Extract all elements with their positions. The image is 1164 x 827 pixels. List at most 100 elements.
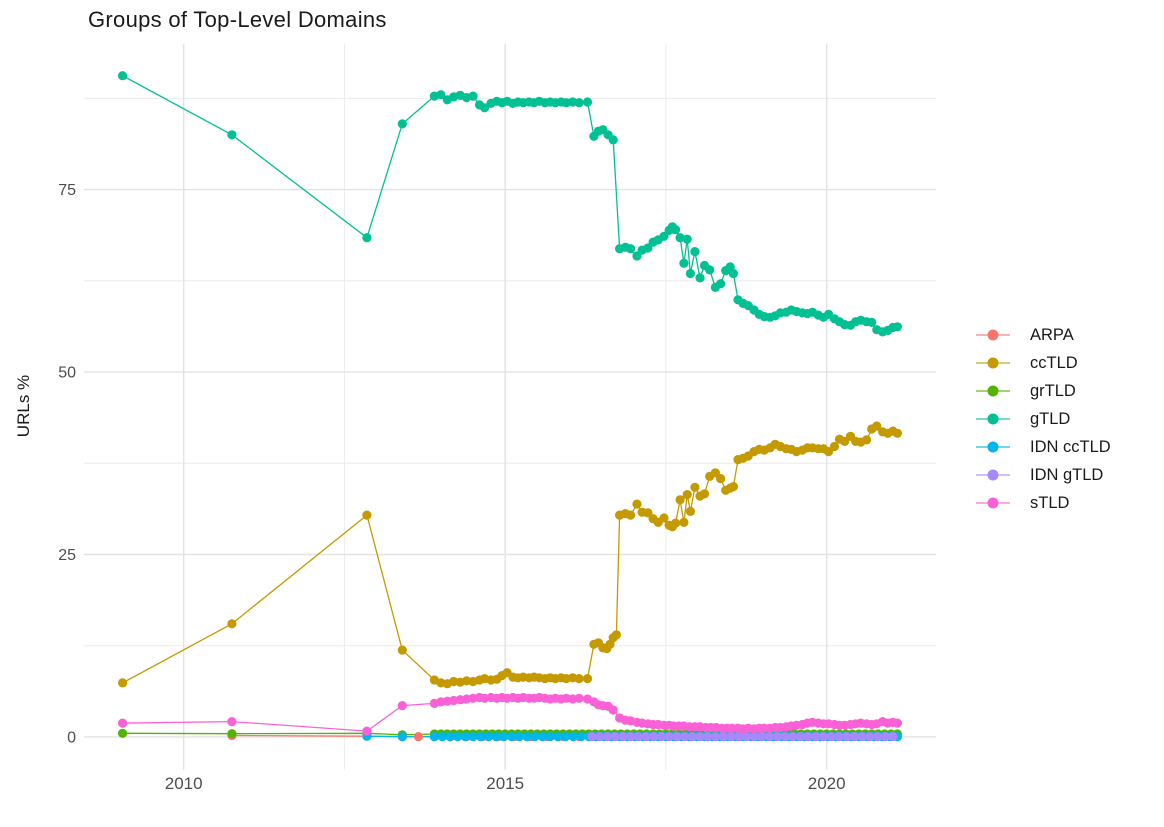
data-point <box>687 732 697 742</box>
data-point <box>468 732 478 742</box>
data-point <box>413 732 423 742</box>
series-lines <box>122 75 898 738</box>
data-point <box>626 732 636 742</box>
legend-item-sTLD: sTLD <box>976 489 1069 517</box>
legend-item-gTLD: gTLD <box>976 405 1070 433</box>
data-point <box>795 732 805 742</box>
data-point <box>227 729 237 739</box>
legend-key-point <box>987 385 999 397</box>
y-tick-label: 25 <box>58 547 76 564</box>
legend-label: sTLD <box>1030 493 1070 512</box>
data-point <box>608 135 618 145</box>
data-point <box>826 732 836 742</box>
legend-key-point <box>987 413 999 425</box>
data-point <box>632 499 642 509</box>
data-point <box>772 732 782 742</box>
y-tick-label: 50 <box>58 365 76 382</box>
data-point <box>703 732 713 742</box>
data-point <box>780 732 790 742</box>
data-point <box>888 732 898 742</box>
legend-label: ARPA <box>1030 325 1074 344</box>
data-point <box>862 435 872 445</box>
data-point <box>553 732 563 742</box>
data-point <box>626 510 636 520</box>
data-point <box>664 732 674 742</box>
data-point <box>679 517 689 528</box>
data-point <box>483 732 494 742</box>
data-point <box>429 732 439 742</box>
legend-key-IDN-gTLD-icon <box>976 469 1010 481</box>
series-points-ccTLD <box>118 421 903 689</box>
data-point <box>476 732 486 742</box>
legend-key-point <box>987 329 999 341</box>
data-point <box>561 732 571 742</box>
data-point <box>788 732 798 742</box>
data-point <box>892 718 903 728</box>
x-tick-label: 2020 <box>808 774 846 793</box>
data-point <box>574 693 584 703</box>
series-points <box>118 71 903 742</box>
data-point <box>675 495 685 505</box>
data-point <box>764 732 775 742</box>
data-point <box>741 732 751 742</box>
legend-item-ccTLD: ccTLD <box>976 349 1078 377</box>
data-point <box>705 265 715 275</box>
data-point <box>118 71 128 81</box>
data-point <box>582 674 593 684</box>
data-point <box>118 678 128 688</box>
data-point <box>685 268 696 279</box>
legend-key-gTLD-icon <box>976 413 1010 425</box>
x-tick-label: 2015 <box>486 774 524 793</box>
data-point <box>574 98 584 108</box>
data-point <box>626 244 636 254</box>
data-point <box>397 645 407 655</box>
data-point <box>682 490 692 500</box>
data-point <box>530 732 540 742</box>
data-point <box>480 103 490 113</box>
data-point <box>568 732 578 742</box>
data-point <box>849 732 859 742</box>
series-line-gTLD <box>122 75 898 333</box>
data-point <box>227 619 237 629</box>
data-point <box>611 630 622 640</box>
legend-key-ARPA-icon <box>976 329 1010 341</box>
data-point <box>718 732 728 742</box>
y-tick-label: 0 <box>67 729 76 746</box>
data-point <box>643 243 653 253</box>
data-point <box>682 234 692 244</box>
data-point <box>445 732 455 742</box>
data-point <box>522 732 532 742</box>
data-point <box>362 233 372 243</box>
series-points-gTLD <box>118 71 903 337</box>
data-point <box>726 732 736 742</box>
data-point <box>576 732 586 742</box>
data-point <box>695 732 705 742</box>
data-point <box>803 732 813 742</box>
data-point <box>397 119 407 129</box>
data-point <box>602 732 613 742</box>
chart-title: Groups of Top-Level Domains <box>88 7 387 32</box>
data-point <box>671 518 681 528</box>
data-point <box>872 732 883 742</box>
data-point <box>710 732 721 742</box>
legend-item-IDN-ccTLD: IDN ccTLD <box>976 433 1111 461</box>
legend-label: IDN gTLD <box>1030 465 1104 484</box>
data-point <box>507 732 517 742</box>
data-point <box>453 732 463 742</box>
data-point <box>118 728 128 738</box>
data-point <box>716 279 726 289</box>
legend-key-point <box>987 357 999 369</box>
data-point <box>397 732 407 742</box>
data-point <box>834 732 844 742</box>
legend-item-grTLD: grTLD <box>976 377 1076 405</box>
x-tick-label: 2010 <box>165 774 203 793</box>
legend-label: grTLD <box>1030 381 1076 400</box>
legend-key-point <box>987 441 999 453</box>
data-point <box>659 513 669 523</box>
data-point <box>818 732 829 742</box>
legend-key-ccTLD-icon <box>976 357 1010 369</box>
data-point <box>437 732 447 742</box>
data-point <box>811 732 821 742</box>
data-point <box>436 90 446 100</box>
